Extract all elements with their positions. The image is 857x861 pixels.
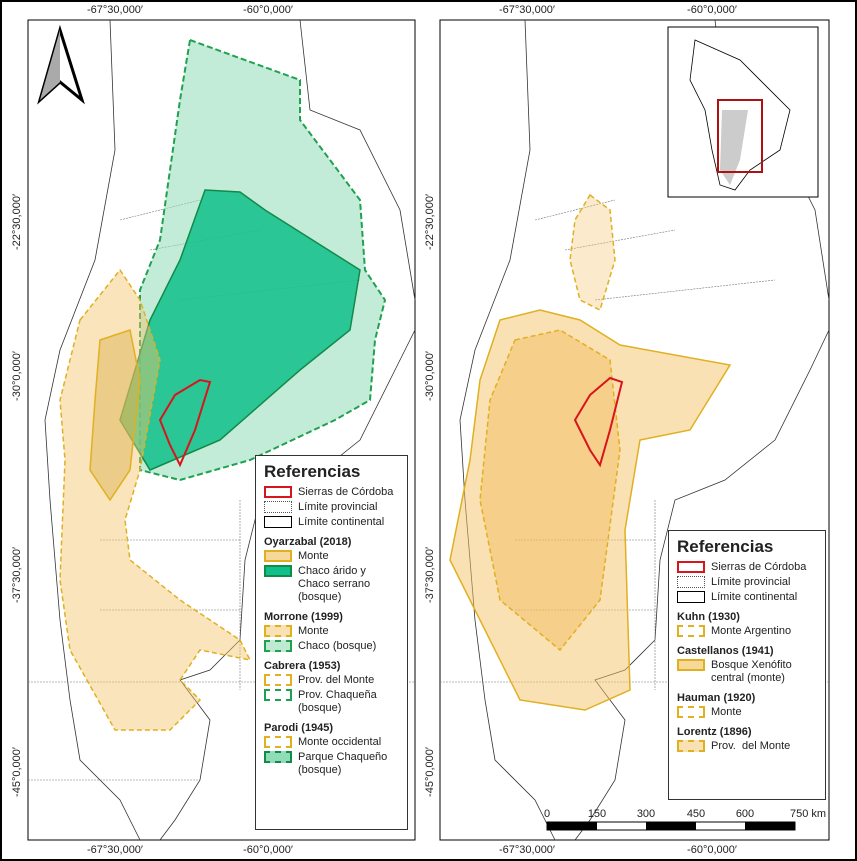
top-label: -60°0,000′ <box>687 4 737 16</box>
legend-item: Límite provincial <box>711 576 791 588</box>
scale-label: 300 <box>637 808 655 820</box>
legend-author: Oyarzabal (2018) <box>264 536 352 548</box>
legend-item: Monte <box>298 550 329 562</box>
left-label: -45°0,000′ <box>11 747 23 797</box>
top-label: -67°30,000′ <box>87 4 143 16</box>
bottom-label: -67°30,000′ <box>87 844 143 856</box>
left-label: -37°30,000′ <box>424 547 436 603</box>
legend-item: Sierras de Córdoba <box>711 561 807 573</box>
legend-item: Monte Argentino <box>711 625 792 637</box>
legend: Referencias Sierras de Córdoba Límite pr… <box>668 530 826 800</box>
legend-author: Cabrera (1953) <box>264 660 341 672</box>
legend-author: Hauman (1920) <box>677 692 756 704</box>
legend-item: Límite provincial <box>298 501 378 513</box>
top-label: -67°30,000′ <box>499 4 555 16</box>
legend-author: Morrone (1999) <box>264 611 343 623</box>
left-label: -22°30,000′ <box>11 194 23 250</box>
legend-title: Referencias <box>677 537 774 556</box>
scale-label: 0 <box>544 808 550 820</box>
legend-item: Parque Chaqueño (bosque) <box>298 751 388 776</box>
bottom-label: -60°0,000′ <box>243 844 293 856</box>
left-label: -30°0,000′ <box>424 351 436 401</box>
legend: Referencias Sierras de Córdoba Límite pr… <box>255 455 408 830</box>
legend-item: Chaco (bosque) <box>298 640 377 652</box>
scale-label: 600 <box>736 808 754 820</box>
left-label: -37°30,000′ <box>11 547 23 603</box>
legend-item: Sierras de Córdoba <box>298 486 394 498</box>
scale-label: 750 km <box>790 808 826 820</box>
top-label: -60°0,000′ <box>243 4 293 16</box>
left-label: -30°0,000′ <box>11 351 23 401</box>
legend-item: Límite continental <box>711 591 798 603</box>
legend-item: Monte <box>711 706 742 718</box>
legend-author: Lorentz (1896) <box>677 726 752 738</box>
legend-title: Referencias <box>264 462 361 481</box>
scale-label: 150 <box>588 808 606 820</box>
legend-author: Kuhn (1930) <box>677 611 740 623</box>
legend-author: Castellanos (1941) <box>677 645 774 657</box>
legend-author: Parodi (1945) <box>264 722 334 734</box>
legend-item: Prov. Chaqueña (bosque) <box>298 689 377 714</box>
legend-item: Prov. del Monte <box>711 740 791 752</box>
legend-item: Monte occidental <box>298 736 382 748</box>
legend-item: Límite continental <box>298 516 385 528</box>
left-label: -45°0,000′ <box>424 747 436 797</box>
legend-item: Monte <box>298 625 329 637</box>
bottom-label: -60°0,000′ <box>687 844 737 856</box>
scale-label: 450 <box>687 808 705 820</box>
left-label: -22°30,000′ <box>424 194 436 250</box>
bottom-label: -67°30,000′ <box>499 844 555 856</box>
legend-item: Prov. del Monte <box>298 674 375 686</box>
legend-item: Bosque Xenófito central (monte) <box>711 659 792 684</box>
legend-item: Chaco árido y Chaco serrano (bosque) <box>298 565 371 603</box>
